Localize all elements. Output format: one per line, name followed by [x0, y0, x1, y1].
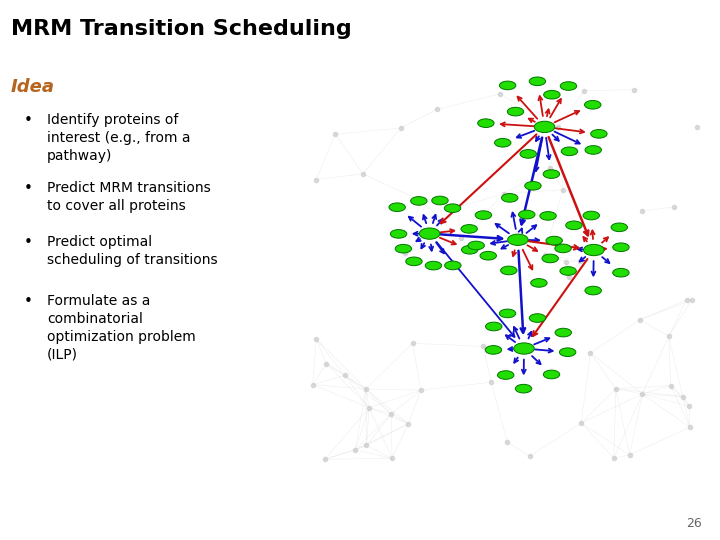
- Text: •: •: [24, 181, 32, 196]
- Ellipse shape: [410, 197, 427, 205]
- Text: Formulate as a
combinatorial
optimization problem
(ILP): Formulate as a combinatorial optimizatio…: [47, 294, 196, 362]
- Ellipse shape: [529, 314, 546, 322]
- Ellipse shape: [500, 81, 516, 90]
- Ellipse shape: [514, 343, 534, 354]
- Ellipse shape: [508, 234, 528, 245]
- Ellipse shape: [426, 261, 441, 270]
- Ellipse shape: [529, 77, 546, 86]
- Ellipse shape: [485, 322, 502, 331]
- Text: Predict MRM transitions
to cover all proteins: Predict MRM transitions to cover all pro…: [47, 181, 210, 213]
- Ellipse shape: [480, 252, 497, 260]
- Text: •: •: [24, 235, 32, 250]
- Ellipse shape: [468, 241, 485, 250]
- Ellipse shape: [475, 211, 492, 219]
- Ellipse shape: [389, 203, 405, 212]
- Ellipse shape: [518, 210, 535, 219]
- Ellipse shape: [444, 204, 461, 213]
- Ellipse shape: [432, 196, 448, 205]
- Ellipse shape: [534, 122, 555, 132]
- Ellipse shape: [485, 346, 502, 354]
- Text: Identify proteins of
interest (e.g., from a
pathway): Identify proteins of interest (e.g., fro…: [47, 113, 190, 163]
- Ellipse shape: [390, 230, 407, 238]
- Ellipse shape: [555, 328, 572, 337]
- Ellipse shape: [516, 384, 532, 393]
- Ellipse shape: [502, 193, 518, 202]
- Ellipse shape: [585, 100, 601, 109]
- Ellipse shape: [498, 371, 514, 379]
- Ellipse shape: [562, 147, 577, 156]
- Text: •: •: [24, 294, 32, 309]
- Text: Idea: Idea: [11, 78, 55, 96]
- Ellipse shape: [555, 244, 571, 253]
- Ellipse shape: [583, 211, 600, 220]
- Ellipse shape: [560, 82, 577, 90]
- Ellipse shape: [500, 266, 517, 275]
- Ellipse shape: [613, 268, 629, 277]
- Ellipse shape: [500, 309, 516, 318]
- Ellipse shape: [395, 245, 412, 253]
- Ellipse shape: [543, 170, 559, 178]
- Ellipse shape: [590, 130, 607, 138]
- Text: MRM Transition Scheduling: MRM Transition Scheduling: [11, 19, 351, 39]
- Ellipse shape: [544, 90, 560, 99]
- Ellipse shape: [583, 245, 604, 255]
- Ellipse shape: [525, 181, 541, 190]
- Ellipse shape: [495, 138, 511, 147]
- Ellipse shape: [461, 225, 477, 233]
- Ellipse shape: [546, 237, 562, 245]
- Ellipse shape: [585, 286, 601, 295]
- Ellipse shape: [613, 243, 629, 252]
- Ellipse shape: [531, 279, 547, 287]
- Ellipse shape: [520, 150, 536, 158]
- Text: 26: 26: [686, 517, 702, 530]
- Ellipse shape: [462, 246, 478, 254]
- Ellipse shape: [566, 221, 582, 230]
- Ellipse shape: [540, 212, 557, 220]
- Ellipse shape: [560, 267, 576, 275]
- Ellipse shape: [508, 107, 523, 116]
- Ellipse shape: [477, 119, 494, 127]
- Ellipse shape: [544, 370, 559, 379]
- Ellipse shape: [611, 223, 627, 232]
- Ellipse shape: [585, 146, 601, 154]
- Ellipse shape: [542, 254, 559, 263]
- Text: Predict optimal
scheduling of transitions: Predict optimal scheduling of transition…: [47, 235, 217, 267]
- Ellipse shape: [445, 261, 461, 269]
- Text: •: •: [24, 113, 32, 129]
- Ellipse shape: [419, 228, 440, 239]
- Ellipse shape: [406, 257, 422, 266]
- Ellipse shape: [559, 348, 576, 356]
